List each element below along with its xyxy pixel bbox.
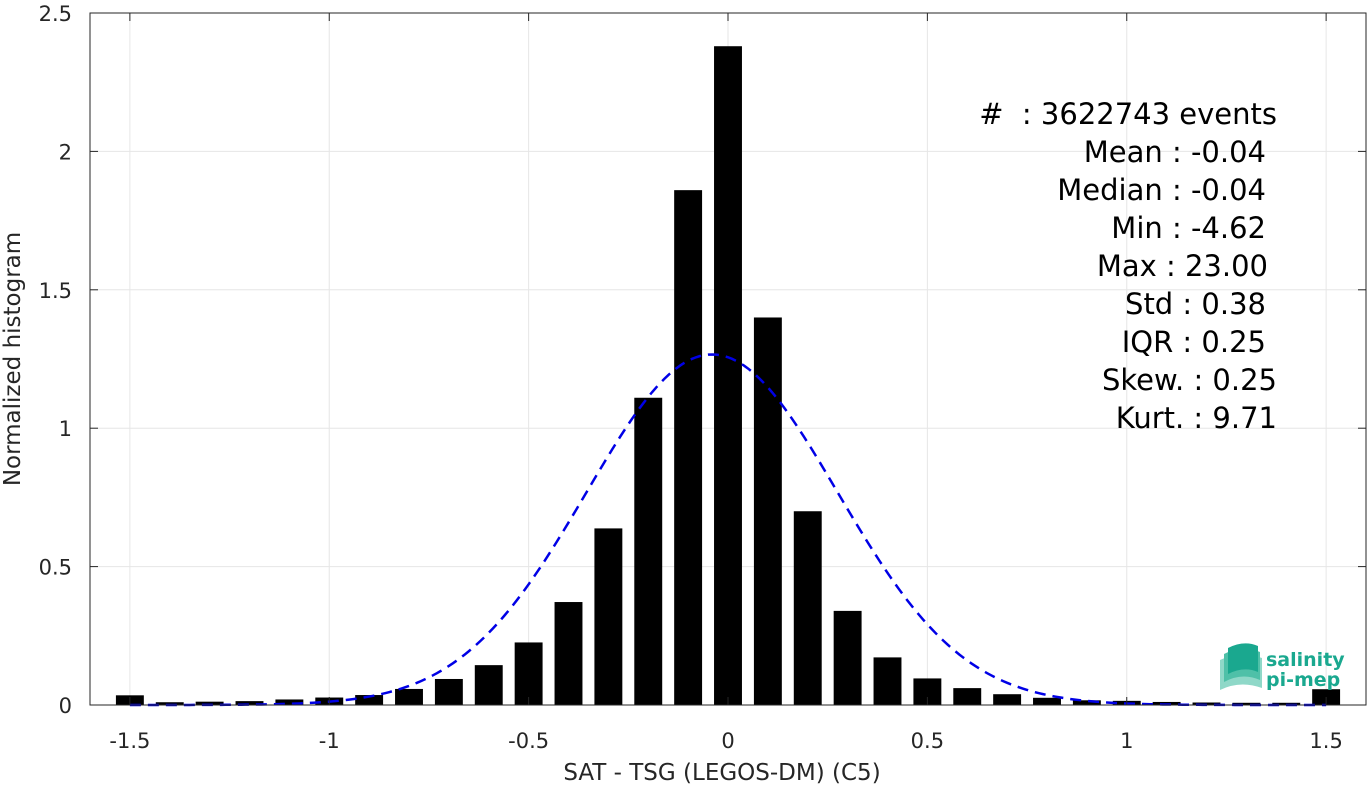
stat-max: Max : 23.00: [1097, 249, 1268, 283]
histogram-bar: [873, 657, 902, 705]
x-tick-label: 1: [1120, 729, 1133, 753]
y-axis-label: Normalized histogram: [0, 232, 26, 486]
y-tick-label: 1: [59, 417, 72, 441]
stat-kurt: Kurt. : 9.71: [1116, 401, 1277, 435]
x-tick-label: -1.5: [109, 729, 150, 753]
histogram-bar: [674, 190, 703, 706]
histogram-bar: [395, 688, 423, 705]
x-tick-label: 0: [721, 729, 734, 753]
histogram-bar: [1033, 697, 1061, 705]
histogram-bar: [355, 695, 384, 705]
histogram-bar: [793, 511, 822, 705]
x-axis-label: SAT - TSG (LEGOS-DM) (C5): [563, 760, 880, 785]
histogram-bar: [235, 701, 264, 705]
histogram-bar: [474, 665, 503, 705]
histogram-bar: [953, 688, 982, 705]
x-tick-label: 1.5: [1309, 729, 1342, 753]
histogram-bar: [753, 317, 782, 705]
histogram-bar: [634, 397, 663, 705]
histogram-bar: [833, 610, 862, 705]
stat-min: Min : -4.62: [1111, 211, 1266, 245]
histogram-bar: [1072, 700, 1101, 705]
y-tick-label: 0.5: [39, 556, 72, 580]
y-tick-label: 2.5: [39, 2, 72, 26]
stat-events: # : 3622743 events: [979, 97, 1277, 131]
histogram-bar: [514, 642, 543, 705]
salinity-pi-mep-logo: salinity pi-mep: [1220, 643, 1345, 691]
stat-iqr: IQR : 0.25: [1122, 325, 1266, 359]
x-tick-label: -0.5: [508, 729, 549, 753]
stat-mean: Mean : -0.04: [1084, 135, 1266, 169]
histogram-bar: [594, 528, 623, 705]
histogram-bars: [115, 46, 1341, 706]
logo-text-pi-mep: pi-mep: [1266, 669, 1340, 691]
histogram-bar: [434, 678, 463, 705]
stat-median: Median : -0.04: [1057, 173, 1266, 207]
histogram-bar: [714, 46, 742, 705]
histogram-bar: [275, 699, 304, 705]
stat-std: Std : 0.38: [1125, 287, 1266, 321]
statistics-box: # : 3622743 events Mean : -0.04 Median :…: [979, 97, 1277, 435]
x-tick-label: -1: [319, 729, 340, 753]
logo-text-salinity: salinity: [1266, 649, 1345, 671]
y-tick-label: 2: [59, 140, 72, 164]
wave-icon: [1220, 643, 1262, 690]
histogram-bar: [554, 602, 583, 705]
x-axis-ticks: -1.5 -1 -0.5 0 0.5 1 1.5: [109, 13, 1343, 753]
stat-skew: Skew. : 0.25: [1102, 363, 1277, 397]
y-tick-label: 1.5: [39, 279, 72, 303]
y-axis-ticks: 0 0.5 1 1.5 2 2.5: [39, 2, 1366, 718]
histogram-bar: [195, 701, 224, 705]
histogram-bar: [155, 702, 184, 705]
histogram-bar: [1232, 702, 1261, 705]
x-tick-label: 0.5: [911, 729, 944, 753]
histogram-bar: [993, 694, 1022, 705]
y-tick-label: 0: [59, 694, 72, 718]
